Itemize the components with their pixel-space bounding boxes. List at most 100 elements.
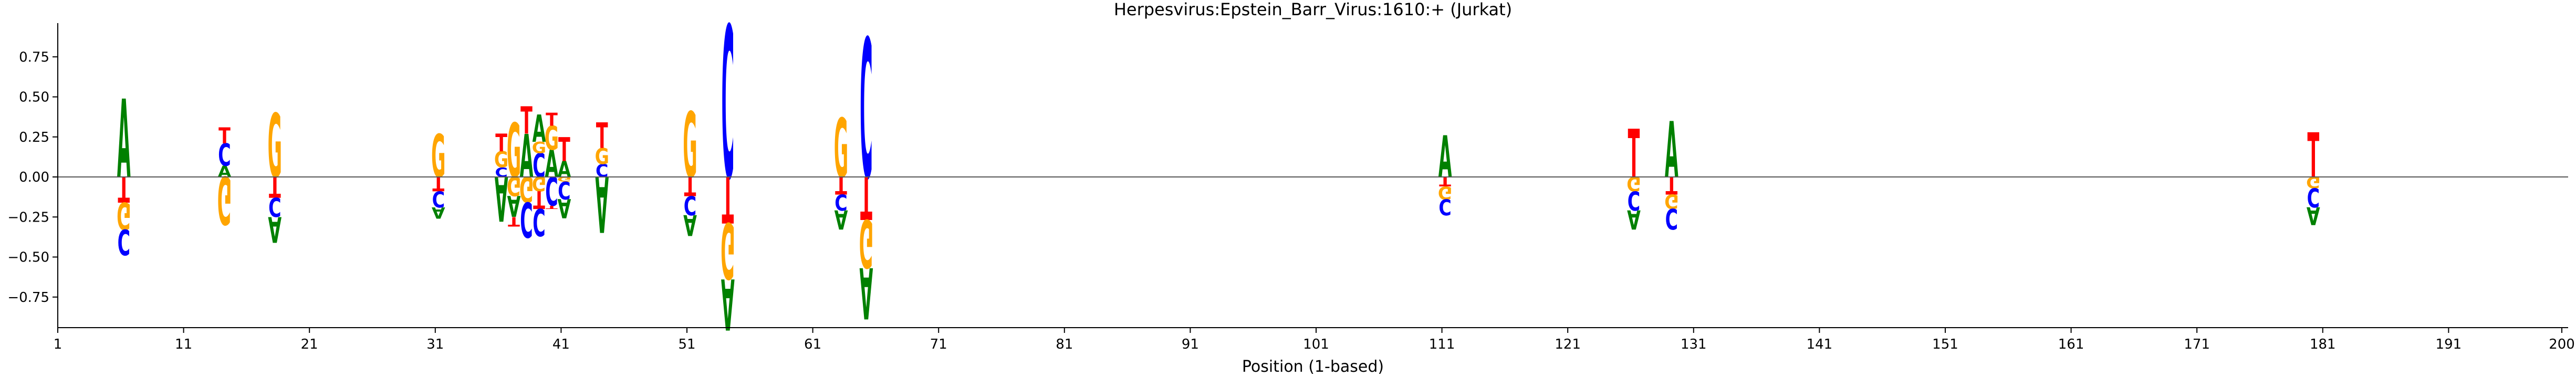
- logo-letter-G: G: [1438, 182, 1452, 203]
- logo-letter-G: G: [217, 161, 232, 238]
- x-tick-label: 91: [1182, 337, 1199, 352]
- logo-letter-text: G: [507, 108, 521, 195]
- logo-letter-text: C: [118, 221, 130, 261]
- logo-letter-text: T: [1666, 171, 1678, 199]
- logo-letter-C: C: [545, 167, 558, 214]
- logo-letter-text: C: [268, 191, 281, 222]
- logo-letter-text: T: [860, 163, 872, 232]
- logo-letter-text: C: [495, 165, 507, 180]
- logo-letter-T: T: [2307, 121, 2319, 192]
- logo-letter-text: A: [1665, 107, 1678, 196]
- logo-letter-text: A: [533, 108, 546, 151]
- logo-letter-text: G: [595, 144, 609, 170]
- logo-letter-text: T: [1628, 116, 1640, 193]
- logo-letter-text: G: [494, 147, 508, 173]
- logo-letter-G: G: [595, 144, 609, 170]
- x-tick-label: 131: [1681, 337, 1707, 352]
- logo-letter-A: A: [268, 208, 281, 249]
- logo-letter-text: T: [546, 205, 558, 210]
- logo-letter-T: T: [546, 109, 558, 130]
- logo-letter-text: C: [2307, 181, 2320, 212]
- logo-letter-text: G: [1438, 182, 1452, 203]
- logo-letter-text: A: [683, 208, 697, 242]
- logo-letter-A: A: [507, 189, 521, 223]
- x-tick-label: 81: [1056, 337, 1073, 352]
- x-tick-label: 111: [1429, 337, 1455, 352]
- logo-letter-text: A: [495, 162, 508, 233]
- y-axis-ticks: −0.75 −0.50 −0.25 0.00 0.25 0.50 0.75: [7, 49, 58, 306]
- logo-letter-A: A: [860, 252, 873, 333]
- y-tick-label: 0.25: [19, 130, 49, 145]
- logo-letter-T: T: [533, 185, 545, 213]
- logo-letter-text: T: [722, 162, 734, 235]
- logo-letter-A: A: [595, 158, 609, 247]
- logo-letter-text: T: [495, 130, 507, 158]
- logo-letter-C: C: [432, 186, 445, 212]
- logo-letter-text: A: [1627, 204, 1641, 235]
- logo-letter-G: G: [117, 193, 131, 236]
- logo-letter-text: T: [218, 123, 231, 149]
- logo-letter-T: T: [596, 116, 608, 156]
- logo-letter-text: T: [2307, 121, 2319, 192]
- logo-letter-T: T: [684, 170, 696, 201]
- logo-letter-text: C: [596, 161, 608, 181]
- logo-letter-text: T: [558, 130, 570, 169]
- logo-letter-text: A: [860, 252, 873, 333]
- x-tick-label: 141: [1807, 337, 1833, 352]
- logo-letter-text: C: [1628, 184, 1640, 215]
- logo-letter-A: A: [683, 208, 697, 242]
- logo-letter-text: C: [533, 200, 545, 243]
- logo-letter-C: C: [684, 190, 696, 221]
- logo-letter-A: A: [495, 162, 508, 233]
- y-tick-label: −0.25: [7, 210, 49, 225]
- x-tick-label: 171: [2184, 337, 2210, 352]
- logo-letter-C: C: [495, 165, 507, 180]
- x-tick-label: 11: [175, 337, 192, 352]
- logo-letter-text: T: [520, 100, 533, 143]
- logo-letter-text: G: [834, 102, 848, 197]
- x-tick-label: 71: [930, 337, 947, 352]
- logo-letter-text: C: [218, 138, 231, 174]
- logo-letter-text: G: [721, 205, 735, 294]
- logo-letter-C: C: [118, 221, 130, 261]
- logo-letter-A: A: [557, 193, 571, 224]
- logo-letter-A: A: [432, 203, 446, 221]
- logo-letter-A: A: [533, 108, 546, 151]
- logo-letter-text: T: [533, 185, 545, 213]
- logo-letter-text: C: [722, 0, 734, 226]
- logo-letter-text: C: [533, 146, 545, 185]
- logo-letter-text: C: [835, 190, 847, 215]
- logo-letter-A: A: [1627, 204, 1641, 235]
- x-tick-label: 161: [2058, 337, 2084, 352]
- x-tick-label: 191: [2436, 337, 2462, 352]
- logo-letter-A: A: [520, 122, 534, 192]
- x-tick-label: 1: [54, 337, 62, 352]
- logo-letter-text: G: [507, 170, 521, 201]
- logo-letter-text: T: [1439, 174, 1451, 189]
- logo-letter-G: G: [721, 205, 735, 294]
- y-tick-label: −0.75: [7, 290, 49, 306]
- logo-letter-text: C: [558, 176, 570, 204]
- logo-letter-A: A: [117, 77, 131, 203]
- logo-letter-G: G: [1626, 172, 1641, 194]
- logo-letter-A: A: [2307, 202, 2320, 229]
- logo-letter-text: T: [432, 172, 444, 194]
- logo-letter-T: T: [218, 123, 231, 149]
- logo-letter-G: G: [859, 204, 873, 281]
- logo-letter-T: T: [1439, 174, 1451, 189]
- logo-letter-text: T: [546, 109, 558, 130]
- logo-letter-G: G: [834, 102, 848, 197]
- logo-letter-text: G: [1626, 172, 1641, 194]
- logo-letter-text: G: [532, 139, 546, 157]
- x-axis-label: Position (1-based): [1242, 358, 1384, 376]
- logo-letter-G: G: [494, 147, 508, 173]
- logo-letter-text: A: [520, 122, 534, 192]
- x-tick-label: 121: [1555, 337, 1581, 352]
- logo-letter-T: T: [508, 214, 520, 229]
- logo-letter-text: A: [595, 158, 609, 247]
- logo-letter-C: C: [1665, 202, 1678, 236]
- logo-letter-A: A: [557, 156, 571, 182]
- logo-letter-text: A: [507, 189, 521, 223]
